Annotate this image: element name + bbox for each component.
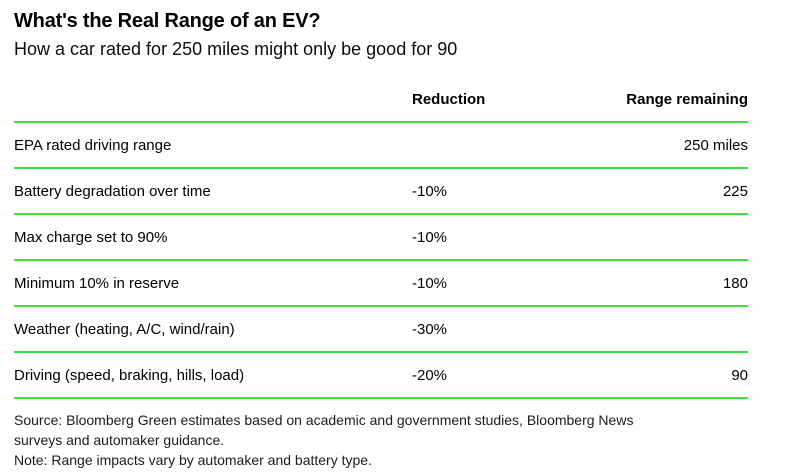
column-header-reduction: Reduction [412,91,486,109]
row-reduction: -10% [412,228,448,246]
page-title: What's the Real Range of an EV? [14,10,321,32]
row-label: Battery degradation over time [14,182,211,200]
page-subtitle: How a car rated for 250 miles might only… [14,39,458,59]
table-row-driving: Driving (speed, braking, hills, load) -2… [14,353,748,400]
row-reduction: -10% [412,274,448,292]
row-label: Minimum 10% in reserve [14,274,180,292]
row-label: Weather (heating, A/C, wind/rain) [14,320,235,338]
table-row-battery-degradation: Battery degradation over time -10% 225 [14,169,748,216]
table-row-minimum-reserve: Minimum 10% in reserve -10% 180 [14,261,748,308]
note-text: Note: Range impacts vary by automaker an… [14,451,372,468]
row-range-remaining: 225 [722,182,748,200]
table-header-row: Reduction Range remaining [14,91,748,124]
table-row-epa-rated-range: EPA rated driving range 250 miles [14,123,748,170]
row-label: Driving (speed, braking, hills, load) [14,366,245,384]
table-row-max-charge: Max charge set to 90% -10% [14,215,748,262]
source-text-line2: surveys and automaker guidance. [14,431,225,448]
row-reduction: -30% [412,320,448,338]
footer-notes: Source: Bloomberg Green estimates based … [14,411,748,470]
row-range-remaining: 180 [722,274,748,292]
column-header-range-remaining: Range remaining [626,91,748,109]
row-label: Max charge set to 90% [14,228,168,246]
row-label: EPA rated driving range [14,136,172,154]
row-reduction: -10% [412,182,448,200]
row-range-remaining: 250 miles [683,136,748,154]
range-table: Reduction Range remaining EPA rated driv… [14,91,748,400]
table-row-weather: Weather (heating, A/C, wind/rain) -30% [14,307,748,354]
row-range-remaining: 90 [731,366,748,384]
source-text-line1: Source: Bloomberg Green estimates based … [14,412,634,429]
row-reduction: -20% [412,366,448,384]
